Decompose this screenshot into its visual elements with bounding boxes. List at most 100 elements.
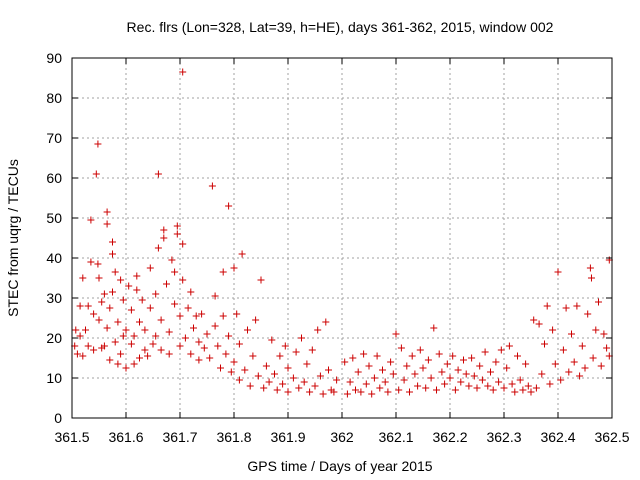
data-point bbox=[500, 384, 508, 392]
x-axis-label: GPS time / Days of year 2015 bbox=[247, 458, 432, 474]
data-point bbox=[133, 272, 141, 280]
data-point bbox=[219, 268, 227, 276]
data-point bbox=[184, 304, 192, 312]
data-point bbox=[119, 332, 127, 340]
data-point bbox=[217, 364, 224, 372]
data-point bbox=[370, 374, 378, 382]
y-axis-label: STEC from uqrg / TECUs bbox=[5, 159, 21, 317]
data-point bbox=[127, 306, 135, 314]
data-point bbox=[381, 378, 389, 386]
data-point bbox=[103, 324, 111, 332]
y-tick-label: 50 bbox=[46, 210, 62, 226]
data-point bbox=[211, 322, 219, 330]
data-point bbox=[505, 342, 513, 350]
data-point bbox=[325, 366, 332, 374]
data-point bbox=[306, 388, 314, 396]
data-point bbox=[95, 274, 103, 282]
data-point bbox=[122, 326, 130, 334]
data-point bbox=[176, 312, 184, 320]
data-point bbox=[570, 358, 578, 366]
x-tick-label: 361.5 bbox=[54, 429, 89, 445]
data-point bbox=[530, 316, 538, 324]
data-point bbox=[257, 276, 265, 284]
data-point bbox=[443, 360, 451, 368]
data-point bbox=[141, 326, 149, 334]
data-point bbox=[103, 220, 111, 228]
data-point bbox=[592, 326, 600, 334]
data-point bbox=[98, 298, 106, 306]
data-point bbox=[522, 360, 530, 368]
data-point bbox=[84, 302, 92, 310]
grid bbox=[72, 58, 612, 418]
data-point bbox=[133, 286, 141, 294]
data-point bbox=[497, 346, 505, 354]
x-tick-label: 362 bbox=[330, 429, 354, 445]
data-point bbox=[195, 356, 203, 364]
data-point bbox=[122, 364, 130, 372]
data-point bbox=[495, 378, 503, 386]
data-point bbox=[109, 250, 116, 258]
data-point bbox=[419, 364, 427, 372]
data-point bbox=[235, 376, 243, 384]
data-point bbox=[362, 380, 370, 388]
data-point bbox=[395, 386, 403, 394]
data-point bbox=[379, 366, 386, 374]
data-point bbox=[73, 350, 81, 358]
data-point bbox=[173, 230, 181, 238]
data-point bbox=[576, 372, 584, 380]
data-point bbox=[392, 330, 400, 338]
data-point bbox=[597, 362, 605, 370]
data-point bbox=[408, 352, 416, 360]
data-point bbox=[519, 386, 527, 394]
data-point bbox=[389, 370, 397, 378]
data-point bbox=[171, 268, 179, 276]
data-point bbox=[554, 268, 562, 276]
data-point bbox=[109, 238, 116, 246]
data-point bbox=[330, 388, 338, 396]
data-point bbox=[271, 370, 278, 378]
data-point bbox=[298, 334, 305, 342]
data-point bbox=[198, 310, 206, 318]
data-point bbox=[589, 354, 597, 362]
data-point bbox=[82, 326, 89, 334]
data-point bbox=[284, 388, 292, 396]
data-point bbox=[157, 346, 165, 354]
data-point bbox=[489, 386, 497, 394]
data-point bbox=[468, 354, 476, 362]
y-tick-label: 20 bbox=[46, 330, 62, 346]
data-point bbox=[160, 234, 168, 242]
data-point bbox=[595, 298, 602, 306]
data-point bbox=[225, 332, 233, 340]
data-point bbox=[354, 368, 362, 376]
data-point bbox=[546, 380, 554, 388]
data-point bbox=[465, 382, 473, 390]
data-point bbox=[227, 368, 235, 376]
data-point bbox=[349, 354, 357, 362]
data-point bbox=[462, 370, 470, 378]
data-point bbox=[343, 390, 351, 398]
y-tick-label: 10 bbox=[46, 370, 62, 386]
data-point bbox=[187, 288, 195, 296]
data-point bbox=[365, 362, 373, 370]
data-point bbox=[422, 384, 430, 392]
data-point bbox=[414, 382, 422, 390]
data-point bbox=[94, 140, 102, 148]
data-point bbox=[111, 268, 119, 276]
data-point bbox=[341, 358, 349, 366]
data-point bbox=[249, 352, 257, 360]
data-point bbox=[584, 310, 592, 318]
data-point bbox=[484, 382, 492, 390]
data-point bbox=[76, 332, 84, 340]
data-point bbox=[179, 276, 187, 284]
data-point bbox=[146, 264, 154, 272]
data-point bbox=[319, 390, 327, 398]
data-point bbox=[222, 350, 230, 358]
data-point bbox=[451, 386, 459, 394]
data-point bbox=[179, 68, 187, 76]
data-point bbox=[114, 360, 122, 368]
data-point bbox=[100, 342, 108, 350]
data-point bbox=[460, 356, 467, 364]
data-point bbox=[368, 390, 376, 398]
data-point bbox=[230, 264, 238, 272]
